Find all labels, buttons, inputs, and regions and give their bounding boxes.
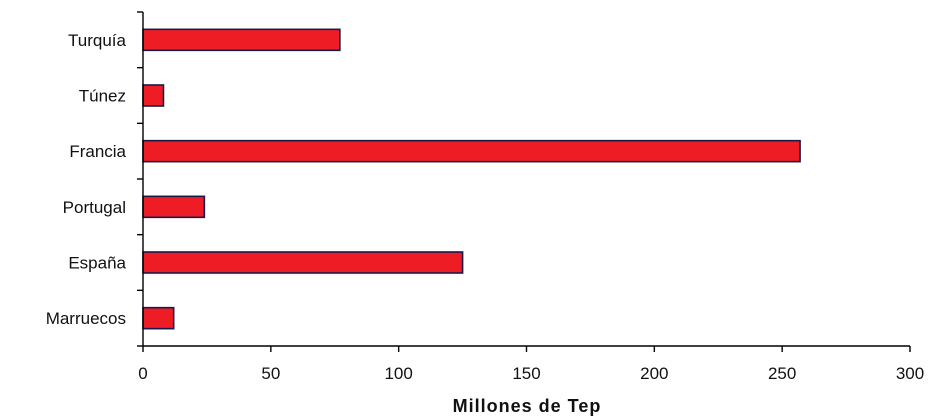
category-label-1: Túnez [79, 87, 126, 106]
bar-5 [142, 306, 175, 330]
x-axis: 0 50 100 150 200 250 300 [138, 345, 924, 383]
category-label-3: Portugal [63, 198, 126, 217]
x-tick-label-1: 50 [261, 364, 280, 383]
bar-1 [142, 84, 165, 107]
category-label-5: Marruecos [46, 309, 126, 328]
x-tick-label-2: 100 [384, 364, 412, 383]
x-tick-label-0: 0 [138, 364, 147, 383]
x-tick-label-3: 150 [512, 364, 540, 383]
x-tick-label-5: 250 [768, 364, 796, 383]
x-tick-label-4: 200 [640, 364, 668, 383]
bar-2 [142, 139, 801, 163]
category-label-4: España [68, 254, 126, 273]
category-label-0: Turquía [68, 31, 127, 50]
bar-group [142, 28, 801, 330]
x-tick-label-6: 300 [896, 364, 924, 383]
x-axis-title: Millones de Tep [453, 396, 602, 416]
y-axis: Turquía Túnez Francia Portugal España Marruec… [46, 11, 144, 347]
bar-3 [142, 195, 206, 219]
bar-4 [142, 251, 464, 274]
category-label-2: Francia [69, 142, 126, 161]
bar-0 [142, 28, 341, 52]
